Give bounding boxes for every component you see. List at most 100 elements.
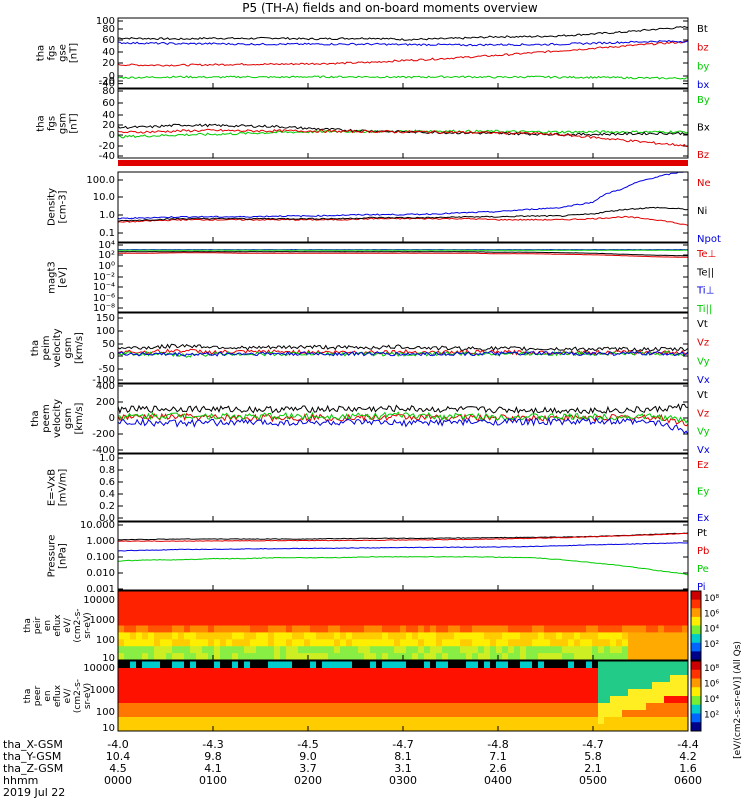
spectrogram-cell — [502, 646, 509, 654]
spectrogram-cell — [220, 611, 227, 620]
spectrogram-cell — [190, 639, 197, 647]
spectrogram-cell — [208, 639, 215, 647]
spectrogram-cell — [208, 689, 215, 697]
spectrogram-cell — [298, 682, 305, 690]
spectrogram-cell — [172, 646, 179, 654]
spectrogram-cell — [388, 611, 395, 620]
legend-Vt: Vt — [697, 390, 708, 401]
spectrogram-cell — [550, 632, 557, 640]
spectrogram-cell — [400, 632, 407, 640]
spectrogram-cell — [268, 597, 275, 606]
spectrogram-cell — [646, 668, 653, 676]
spectrogram-cell — [472, 717, 479, 725]
spectrogram-cell — [394, 632, 401, 640]
spectrogram-cell — [214, 591, 221, 599]
spectrogram-cell — [448, 696, 455, 704]
xaxis-value: -4.4 — [677, 738, 698, 751]
spectrogram-cell — [466, 604, 473, 613]
spectrogram-cell — [454, 591, 461, 599]
ytick-label: 10⁴ — [98, 240, 115, 251]
spectrogram-cell — [166, 597, 173, 606]
spectrogram-cell — [526, 661, 533, 669]
spectrogram-cell — [250, 639, 257, 647]
spectrogram-cell — [496, 646, 503, 654]
spectrogram-cell — [454, 646, 461, 654]
spectrogram-cell — [382, 625, 389, 633]
spectrogram-cell — [268, 675, 275, 683]
spectrogram-cell — [274, 696, 281, 704]
spectrogram-cell — [334, 653, 341, 661]
spectrogram-cell — [148, 611, 155, 620]
spectrogram-cell — [430, 696, 437, 704]
spectrogram-cell — [388, 639, 395, 647]
colorbar-segment — [691, 678, 701, 688]
spectrogram-cell — [364, 717, 371, 725]
colorbar-segment — [691, 651, 701, 661]
spectrogram-cell — [154, 668, 161, 676]
spectrogram-cell — [430, 717, 437, 725]
xaxis-value: 0500 — [579, 774, 607, 787]
spectrogram-cell — [166, 604, 173, 613]
spectrogram-cell — [430, 661, 437, 669]
ytick-label: 1.0 — [99, 210, 115, 221]
spectrogram-cell — [442, 632, 449, 640]
ytick-label: 0.001 — [86, 584, 115, 595]
spectrogram-cell — [292, 604, 299, 613]
ytick-label: 10000 — [83, 595, 115, 606]
spectrogram-cell — [574, 703, 581, 711]
ytick-label: 100 — [96, 707, 115, 718]
ylabel-line: [eV] — [58, 267, 69, 288]
spectrogram-cell — [562, 724, 569, 732]
ylabel-line: magt3 — [47, 261, 58, 294]
spectrogram-cell — [406, 696, 413, 704]
spectrogram-cell — [484, 717, 491, 725]
spectrogram-cell — [466, 611, 473, 620]
series-Vx — [117, 350, 689, 357]
spectrogram-cell — [652, 611, 659, 620]
ytick-label: 10.0 — [93, 192, 115, 203]
spectrogram-cell — [412, 724, 419, 732]
spectrogram-cell — [442, 661, 449, 669]
colorbar-frame — [690, 590, 702, 661]
spectrogram-cell — [214, 668, 221, 676]
spectrogram-cell — [448, 682, 455, 690]
spectrogram-cell — [442, 703, 449, 711]
spectrogram-cell — [202, 710, 209, 718]
spectrogram-cell — [520, 632, 527, 640]
spectrogram-cell — [370, 675, 377, 683]
spectrogram-cell — [472, 668, 479, 676]
spectrogram-cell — [514, 668, 521, 676]
spectrogram-cell — [124, 653, 131, 661]
spectrogram-cell — [538, 632, 545, 640]
spectrogram-cell — [442, 646, 449, 654]
spectrogram-cell — [304, 625, 311, 633]
spectrogram-cell — [238, 689, 245, 697]
spectrogram-cell — [376, 625, 383, 633]
spectrogram-cell — [196, 689, 203, 697]
xaxis-value: 2.1 — [584, 762, 602, 775]
spectrogram-cell — [448, 625, 455, 633]
spectrogram-cell — [502, 625, 509, 633]
spectrogram-cell — [640, 717, 647, 725]
colorbar-tick: 10² — [704, 640, 719, 650]
colorbar-segment — [691, 669, 701, 679]
spectrogram-cell — [634, 639, 641, 647]
colorbar-segment — [691, 591, 701, 601]
spectrogram-cell — [640, 611, 647, 620]
ylabel-temperature: magt3 [eV] — [47, 261, 69, 294]
spectrogram-cell — [166, 632, 173, 640]
spectrogram-cell — [484, 668, 491, 676]
ytick-label: 1.000 — [86, 536, 115, 547]
ytick-label: 0.4 — [99, 489, 115, 500]
spectrogram-cell — [460, 668, 467, 676]
spectrogram-cell — [526, 682, 533, 690]
spectrogram-cell — [322, 625, 329, 633]
spectrogram-cell — [652, 696, 659, 704]
series-Pe — [117, 555, 689, 576]
ytick-label: 200 — [96, 397, 115, 408]
spectrogram-cell — [334, 717, 341, 725]
spectrogram-cell — [490, 625, 497, 633]
spectrogram-cell — [454, 668, 461, 676]
spectrogram-cell — [490, 703, 497, 711]
panel-peem_velocity: tha peem velocity gsm [km/s]4002000-200-400V… — [30, 381, 710, 456]
